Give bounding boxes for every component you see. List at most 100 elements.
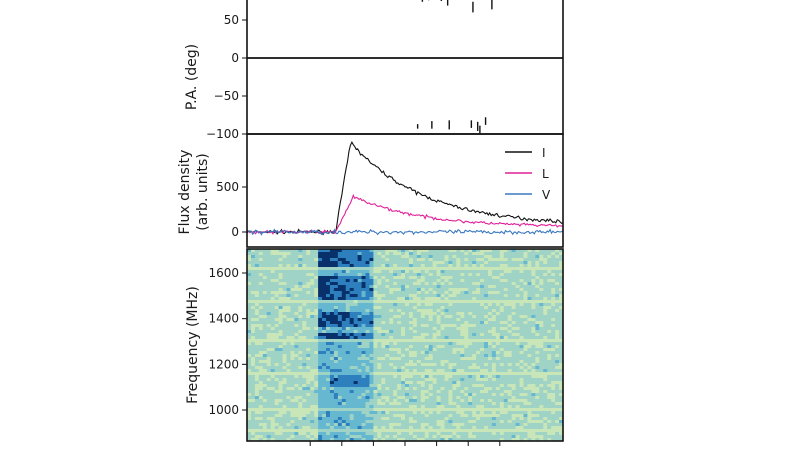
spectrum-cell xyxy=(547,300,552,304)
spectrum-cell xyxy=(294,258,299,262)
spectrum-cell xyxy=(412,288,418,292)
spectrum-cell xyxy=(519,300,524,304)
spectrum-cell xyxy=(290,351,295,355)
spectrum-cell xyxy=(333,258,339,262)
spectrum-cell xyxy=(329,375,335,379)
spectrum-cell xyxy=(377,327,382,331)
spectrum-cell xyxy=(353,354,358,358)
spectrum-cell xyxy=(452,393,457,397)
spectrum-cell xyxy=(274,405,279,409)
spectrum-cell xyxy=(266,258,272,262)
spectrum-cell xyxy=(523,417,528,421)
spectrum-cell xyxy=(499,249,505,253)
spectrum-cell xyxy=(531,363,536,367)
spectrum-cell xyxy=(456,309,461,313)
spectrum-cell xyxy=(527,255,532,259)
spectrum-cell xyxy=(318,330,323,334)
spectrum-cell xyxy=(507,366,513,370)
spectrum-cell xyxy=(270,351,276,355)
spectrum-cell xyxy=(464,366,469,370)
spectrum-cell xyxy=(361,279,366,283)
spectrum-cell xyxy=(262,405,268,409)
spectrum-cell xyxy=(393,387,398,391)
spectrum-cell xyxy=(294,285,299,289)
spectrum-cell xyxy=(250,381,256,385)
spectrum-cell xyxy=(365,420,370,424)
spectrum-cell xyxy=(353,357,358,361)
spectrum-cell xyxy=(278,426,283,430)
spectrum-cell xyxy=(314,309,319,313)
spectrum-cell xyxy=(452,426,457,430)
spectrum-cell xyxy=(468,258,473,262)
spectrum-cell xyxy=(290,336,295,340)
spectrum-cell xyxy=(282,330,287,334)
spectrum-cell xyxy=(266,366,272,370)
spectrum-cell xyxy=(353,390,358,394)
spectrum-cell xyxy=(329,411,335,415)
spectrum-cell xyxy=(464,348,469,352)
spectrum-cell xyxy=(405,414,410,418)
spectrum-cell xyxy=(345,387,351,391)
spectrum-cell xyxy=(507,393,513,397)
spectrum-cell xyxy=(326,378,331,382)
spectrum-cell xyxy=(322,363,327,367)
spectrum-cell xyxy=(527,411,532,415)
spectrum-cell xyxy=(456,306,461,310)
spectrum-cell xyxy=(310,351,315,355)
legend-label-L: L xyxy=(542,167,549,181)
spectrum-cell xyxy=(306,270,311,274)
spectrum-cell xyxy=(499,348,505,352)
spectrum-cell xyxy=(326,261,331,265)
spectrum-cell xyxy=(515,393,520,397)
spectrum-cell xyxy=(472,375,477,379)
spectrum-cell xyxy=(472,306,477,310)
spectrum-cell xyxy=(452,381,457,385)
spectrum-cell xyxy=(456,312,461,316)
spectrum-cell xyxy=(460,390,465,394)
spectrum-cell xyxy=(452,258,457,262)
spectrum-cell xyxy=(337,309,343,313)
spectrum-cell xyxy=(306,351,311,355)
spectrum-cell xyxy=(314,324,319,328)
spectrum-cell xyxy=(337,318,343,322)
spectrum-cell xyxy=(266,252,272,256)
spectrum-cell xyxy=(357,276,362,280)
spectrum-cell xyxy=(408,249,414,253)
spectrum-cell xyxy=(326,309,331,313)
spectrum-cell xyxy=(416,423,422,427)
spectrum-cell xyxy=(416,315,422,319)
spectrum-cell xyxy=(559,372,564,376)
spectrum-cell xyxy=(274,282,279,286)
spectrum-cell xyxy=(337,300,343,304)
spectrum-cell xyxy=(373,408,378,412)
spectrum-cell xyxy=(405,381,410,385)
spectrum-cell xyxy=(294,264,299,268)
spectrum-cell xyxy=(298,426,303,430)
spectrum-cell xyxy=(480,297,485,301)
spectrum-cell xyxy=(555,363,560,367)
spectrum-cell xyxy=(393,300,398,304)
spectrum-cell xyxy=(523,264,528,268)
spectrum-cell xyxy=(472,294,477,298)
spectrum-cell xyxy=(476,249,481,253)
spectrum-cell xyxy=(298,408,303,412)
spectrum-cell xyxy=(412,372,418,376)
spectrum-cell xyxy=(460,273,465,277)
spectrum-cell xyxy=(258,267,264,271)
spectrum-cell xyxy=(527,402,532,406)
spectrum-cell xyxy=(314,372,319,376)
spectrum-cell xyxy=(310,300,315,304)
spectrum-cell xyxy=(428,357,434,361)
spectrum-cell xyxy=(519,273,524,277)
spectrum-cell xyxy=(436,393,441,397)
spectrum-cell xyxy=(424,270,430,274)
spectrum-cell xyxy=(495,402,501,406)
spectrum-cell xyxy=(531,312,536,316)
spectrum-cell xyxy=(361,411,366,415)
spectrum-cell xyxy=(274,258,279,262)
spectrum-cell xyxy=(322,354,327,358)
spectrum-cell xyxy=(385,312,390,316)
spectrum-cell xyxy=(369,348,374,352)
spectrum-cell xyxy=(322,372,327,376)
spectrum-cell xyxy=(337,267,343,271)
